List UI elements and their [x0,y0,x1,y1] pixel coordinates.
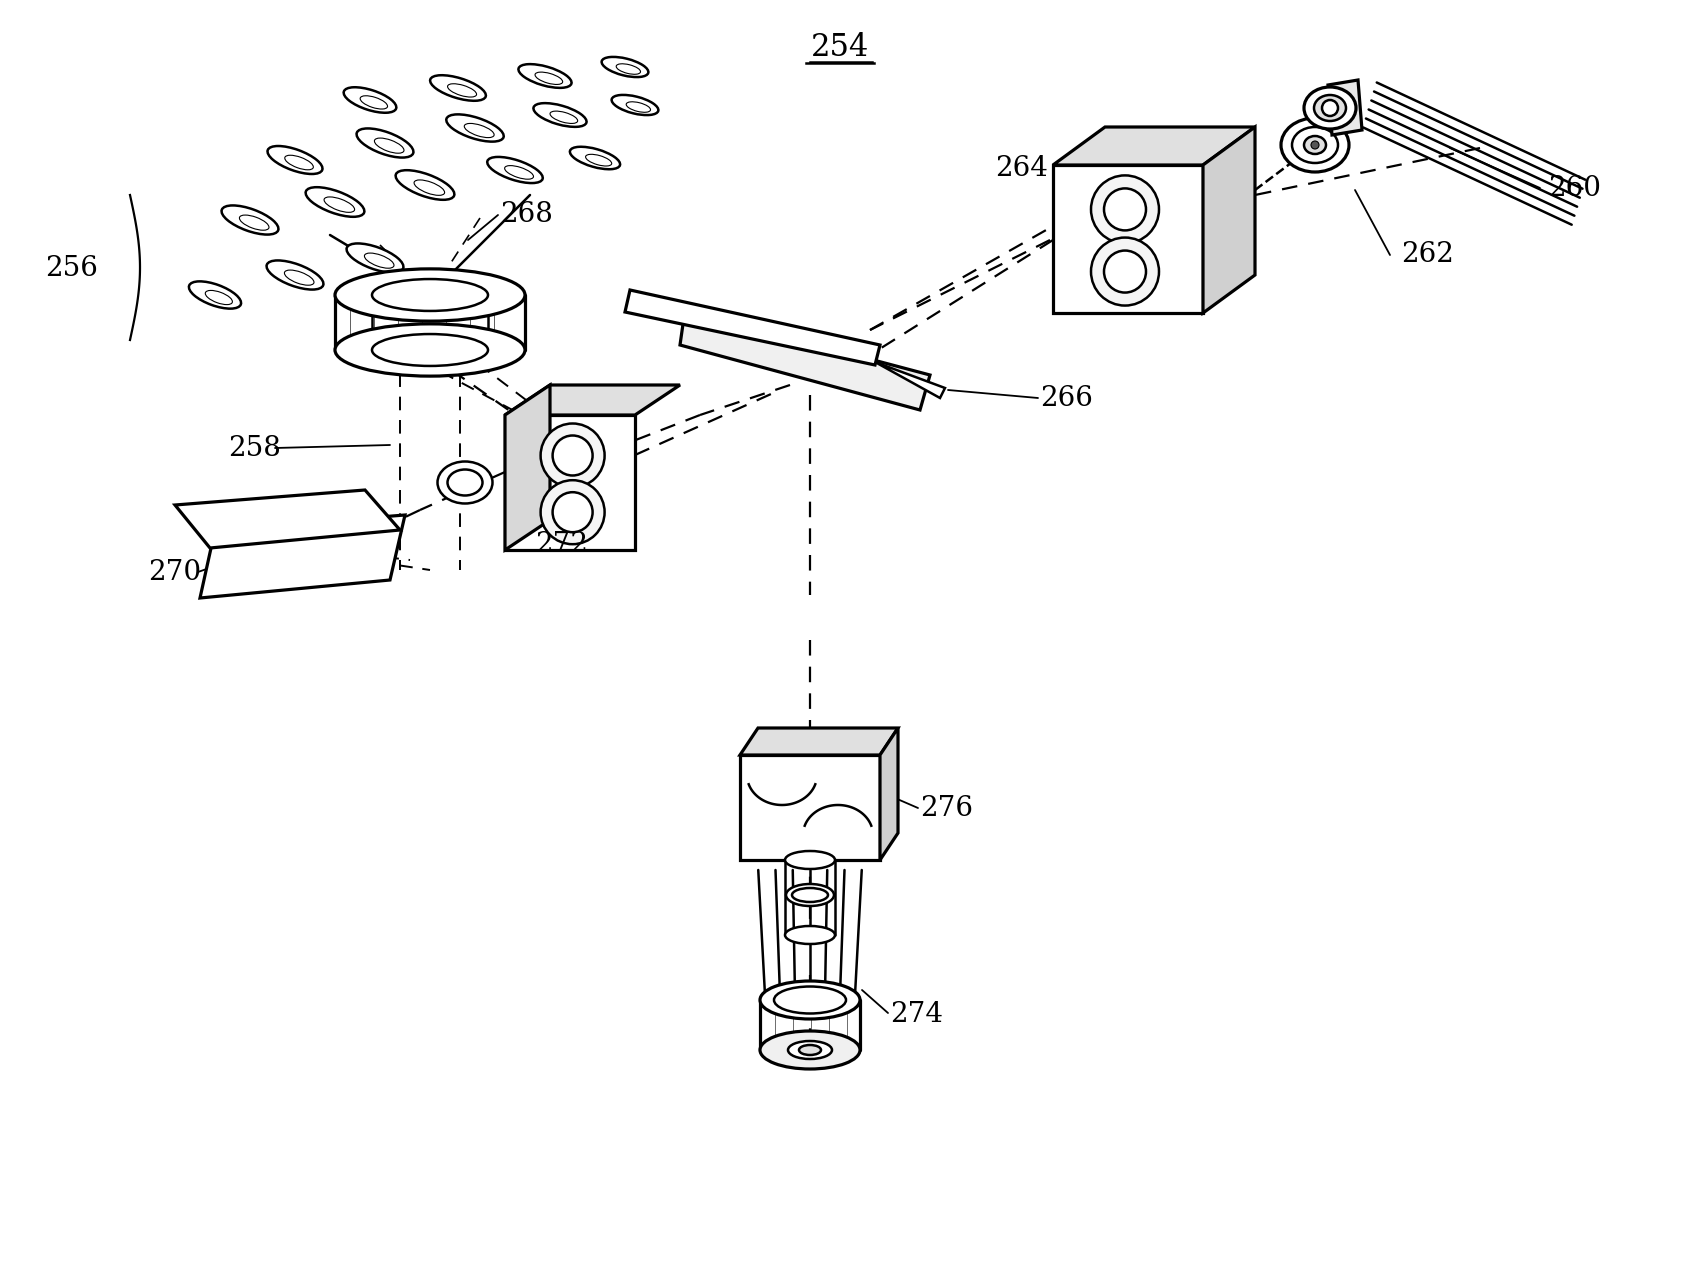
Ellipse shape [1314,95,1346,122]
Text: 274: 274 [891,1001,943,1029]
Ellipse shape [519,65,571,87]
Text: 260: 260 [1549,175,1601,201]
Polygon shape [739,729,898,755]
Ellipse shape [268,146,323,174]
Ellipse shape [438,461,492,503]
Ellipse shape [1282,118,1349,172]
Polygon shape [175,490,401,549]
Polygon shape [505,416,635,550]
Ellipse shape [1303,87,1356,129]
Text: 276: 276 [919,794,973,821]
Text: 270: 270 [148,559,200,585]
Circle shape [1105,251,1147,293]
Circle shape [1091,175,1159,243]
Ellipse shape [344,87,396,113]
Ellipse shape [222,205,278,234]
Circle shape [541,480,605,545]
Ellipse shape [487,157,542,182]
Ellipse shape [448,470,483,495]
Text: 258: 258 [227,435,281,461]
Ellipse shape [372,334,488,366]
Text: 256: 256 [45,255,98,281]
Circle shape [1322,100,1339,117]
Circle shape [1091,237,1159,305]
Ellipse shape [446,114,504,142]
Ellipse shape [788,1041,832,1059]
Ellipse shape [601,57,648,77]
Circle shape [552,492,593,532]
Ellipse shape [786,884,834,906]
Ellipse shape [189,281,241,309]
Text: 266: 266 [1041,384,1093,412]
Polygon shape [1052,127,1255,165]
Text: 272: 272 [536,531,588,559]
Polygon shape [1329,80,1362,136]
Ellipse shape [611,95,658,115]
Ellipse shape [1303,136,1325,155]
Ellipse shape [429,75,487,101]
Circle shape [541,423,605,488]
Ellipse shape [347,243,404,272]
Ellipse shape [305,188,364,217]
Ellipse shape [791,888,829,902]
Ellipse shape [372,279,488,310]
Text: 262: 262 [1401,242,1455,269]
Ellipse shape [759,1031,861,1069]
Polygon shape [200,514,404,598]
Circle shape [552,436,593,475]
Circle shape [1105,189,1147,231]
Polygon shape [739,755,881,860]
Ellipse shape [1292,127,1339,163]
Ellipse shape [266,261,323,290]
Ellipse shape [335,269,525,321]
Ellipse shape [569,147,620,170]
Polygon shape [505,385,551,550]
Ellipse shape [357,128,414,157]
Polygon shape [625,290,881,365]
Ellipse shape [775,987,845,1014]
Circle shape [1312,141,1319,150]
Polygon shape [1052,165,1202,313]
Ellipse shape [396,170,455,200]
Ellipse shape [534,103,586,127]
Polygon shape [1202,127,1255,313]
Polygon shape [881,729,898,860]
Text: 264: 264 [995,155,1047,181]
Ellipse shape [798,1045,822,1055]
Ellipse shape [335,324,525,376]
Polygon shape [505,385,680,416]
Polygon shape [876,362,945,398]
Ellipse shape [759,981,861,1019]
Polygon shape [680,310,930,411]
Ellipse shape [785,851,835,869]
Text: 254: 254 [812,33,869,63]
Ellipse shape [785,926,835,944]
Text: 268: 268 [500,201,552,228]
